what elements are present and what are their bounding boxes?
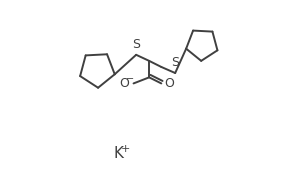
- Text: +: +: [121, 144, 130, 154]
- Text: O: O: [165, 77, 174, 90]
- Text: O: O: [119, 77, 129, 90]
- Text: S: S: [132, 38, 140, 51]
- Text: −: −: [126, 74, 134, 84]
- Text: K: K: [114, 146, 124, 161]
- Text: S: S: [171, 56, 179, 69]
